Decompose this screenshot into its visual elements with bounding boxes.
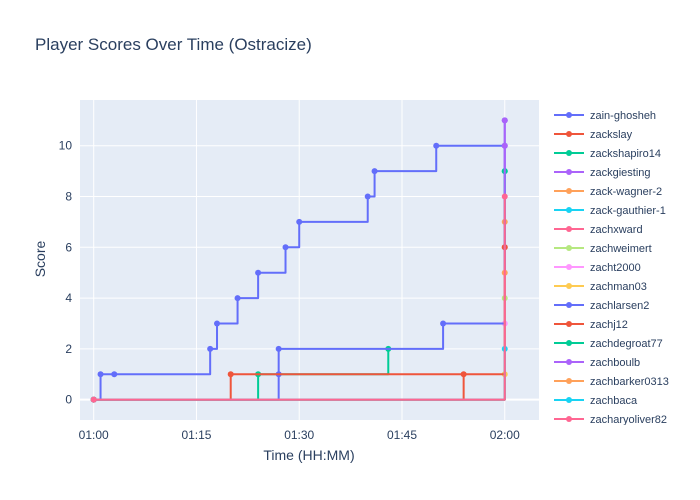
legend-label: zackslay bbox=[590, 129, 633, 141]
legend-label: zackgiesting bbox=[590, 167, 651, 179]
x-tick-label: 01:15 bbox=[181, 428, 211, 442]
data-point bbox=[501, 117, 508, 124]
data-point bbox=[296, 218, 303, 225]
legend-label: zachbaca bbox=[590, 395, 638, 407]
legend-label: zachbarker0313 bbox=[590, 376, 669, 388]
legend-item[interactable]: zackgiesting bbox=[554, 167, 651, 179]
legend-marker bbox=[566, 112, 572, 118]
x-tick-label: 01:30 bbox=[284, 428, 314, 442]
y-tick-label: 0 bbox=[65, 393, 72, 407]
data-point bbox=[97, 371, 104, 378]
legend-marker bbox=[566, 321, 572, 327]
data-point bbox=[440, 320, 447, 327]
legend-label: zachj12 bbox=[590, 319, 628, 331]
data-point bbox=[255, 269, 262, 276]
legend-item[interactable]: zachweimert bbox=[554, 243, 652, 255]
legend-item[interactable]: zack-gauthier-1 bbox=[554, 205, 666, 217]
legend-item[interactable]: zachj12 bbox=[554, 319, 628, 331]
data-point bbox=[275, 345, 282, 352]
legend-label: zachboulb bbox=[590, 357, 640, 369]
legend-label: zachdegroat77 bbox=[590, 338, 663, 350]
legend-marker bbox=[566, 283, 572, 289]
legend-label: zacharyoliver82 bbox=[590, 414, 667, 426]
legend-label: zain-ghosheh bbox=[590, 110, 656, 122]
legend-item[interactable]: zachbarker0313 bbox=[554, 376, 669, 388]
legend-item[interactable]: zachxward bbox=[554, 224, 643, 236]
legend-item[interactable]: zachboulb bbox=[554, 357, 640, 369]
data-point bbox=[433, 142, 440, 149]
data-point bbox=[501, 193, 508, 200]
series-layer bbox=[90, 117, 508, 403]
legend-marker bbox=[566, 150, 572, 156]
legend-marker bbox=[566, 226, 572, 232]
legend-marker bbox=[566, 245, 572, 251]
legend-marker bbox=[566, 416, 572, 422]
y-tick-label: 10 bbox=[59, 139, 73, 153]
y-tick-label: 6 bbox=[65, 240, 72, 254]
legend-label: zack-wagner-2 bbox=[590, 186, 662, 198]
series-zacharyoliver82 bbox=[90, 193, 508, 403]
data-point bbox=[111, 371, 118, 378]
tick-labels: 0 2 4 6 8 10 01:00 01:15 01:30 01:45 02:00 bbox=[59, 139, 520, 442]
data-point bbox=[364, 193, 371, 200]
legend[interactable]: zain-ghosheh zackslay zackshapiro14 zackgie… bbox=[554, 110, 669, 426]
legend-marker bbox=[566, 359, 572, 365]
legend-label: zack-gauthier-1 bbox=[590, 205, 666, 217]
legend-item[interactable]: zain-ghosheh bbox=[554, 110, 656, 122]
legend-label: zacht2000 bbox=[590, 262, 641, 274]
series-line bbox=[93, 120, 506, 401]
x-tick-label: 02:00 bbox=[490, 428, 520, 442]
legend-label: zachxward bbox=[590, 224, 643, 236]
y-tick-label: 2 bbox=[65, 342, 72, 356]
data-point bbox=[214, 320, 221, 327]
legend-label: zachweimert bbox=[590, 243, 652, 255]
series-zain-ghosheh bbox=[90, 117, 508, 403]
legend-marker bbox=[566, 207, 572, 213]
data-point bbox=[371, 168, 378, 175]
data-point bbox=[282, 244, 289, 251]
data-point bbox=[207, 345, 214, 352]
legend-label: zachlarsen2 bbox=[590, 300, 649, 312]
data-point bbox=[227, 371, 234, 378]
legend-label: zackshapiro14 bbox=[590, 148, 661, 160]
legend-item[interactable]: zacharyoliver82 bbox=[554, 414, 667, 426]
y-axis-title: Score bbox=[32, 241, 48, 278]
legend-marker bbox=[566, 131, 572, 137]
data-point bbox=[234, 295, 241, 302]
plot-background bbox=[80, 100, 539, 420]
legend-marker bbox=[566, 378, 572, 384]
plot-area bbox=[80, 100, 539, 420]
legend-item[interactable]: zack-wagner-2 bbox=[554, 186, 662, 198]
legend-marker bbox=[566, 264, 572, 270]
y-tick-label: 8 bbox=[65, 190, 72, 204]
legend-marker bbox=[566, 397, 572, 403]
legend-marker bbox=[566, 188, 572, 194]
series-line bbox=[93, 145, 506, 401]
legend-item[interactable]: zachbaca bbox=[554, 395, 638, 407]
legend-label: zachman03 bbox=[590, 281, 647, 293]
y-tick-label: 4 bbox=[65, 291, 72, 305]
x-axis-title: Time (HH:MM) bbox=[263, 447, 354, 463]
legend-marker bbox=[566, 302, 572, 308]
legend-marker bbox=[566, 169, 572, 175]
series-line bbox=[93, 196, 506, 401]
data-point bbox=[501, 142, 508, 149]
legend-item[interactable]: zachman03 bbox=[554, 281, 647, 293]
legend-item[interactable]: zachdegroat77 bbox=[554, 338, 663, 350]
legend-item[interactable]: zachlarsen2 bbox=[554, 300, 649, 312]
legend-marker bbox=[566, 340, 572, 346]
x-tick-label: 01:00 bbox=[79, 428, 109, 442]
data-point bbox=[90, 396, 97, 403]
legend-item[interactable]: zackslay bbox=[554, 129, 633, 141]
x-tick-label: 01:45 bbox=[387, 428, 417, 442]
legend-item[interactable]: zackshapiro14 bbox=[554, 148, 661, 160]
chart-title: Player Scores Over Time (Ostracize) bbox=[35, 35, 312, 54]
legend-item[interactable]: zacht2000 bbox=[554, 262, 641, 274]
